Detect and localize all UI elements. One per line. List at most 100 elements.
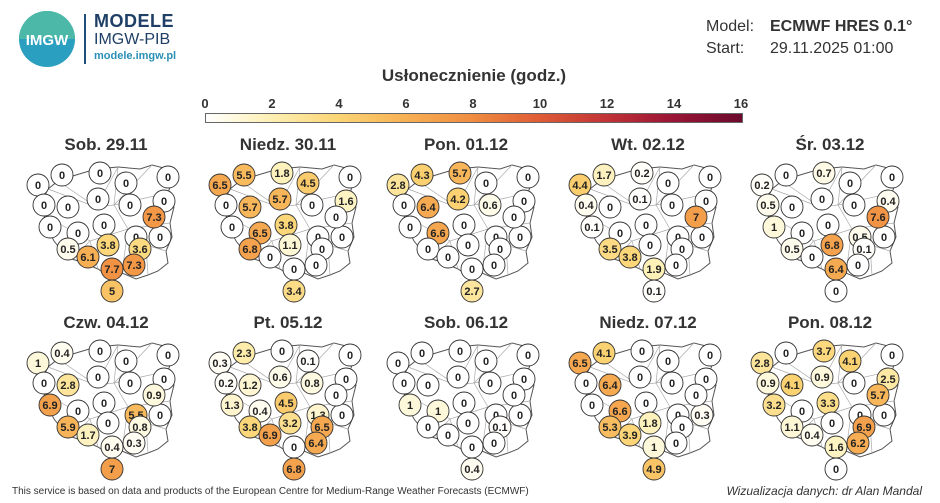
station-value: 0.2 [754,180,769,192]
station-circle [684,205,708,229]
station-value: 6.1 [80,252,95,264]
station-circle [392,371,416,395]
station-marker: 3.8 [238,415,262,439]
station-value: 6.6 [612,406,627,418]
station-marker: 1.7 [76,423,100,447]
station-circle [478,193,502,217]
station-marker: 6.4 [416,195,440,219]
station-marker: 0 [156,165,180,189]
station-circle [282,279,306,303]
station-circle [268,365,292,389]
station-marker: 1.7 [592,163,616,187]
station-circle [628,187,652,211]
station-value: 0 [315,232,321,244]
station-value: 0 [343,374,349,386]
station-marker: 0 [258,245,282,269]
station-marker: 0 [26,173,50,197]
station-value: 0 [679,422,685,434]
station-value: 0 [703,374,709,386]
station-circle [56,195,80,219]
model-info: Model: ECMWF HRES 0.1° Start: 29.11.2025 0… [706,16,912,60]
station-circle [618,245,642,269]
station-marker: 0 [774,163,798,187]
station-circle [118,371,142,395]
station-marker: 0 [448,339,472,363]
station-marker: 0 [824,279,848,303]
station-circle [258,423,282,447]
station-marker: 3.8 [96,233,120,257]
station-value: 0 [127,200,133,212]
station-circle [780,415,804,439]
poland-map: 10.4 00 00 2.80 0 06.9 005.55.9 0 0.81.70.4 0.370… [26,339,180,481]
station-circle [810,187,834,211]
poland-map: 2.80 3.74.1 00.9 4.10.9 0 2.53.2 03.301.1 0 6.90… [750,339,904,481]
station-marker: 0 [452,213,476,237]
station-marker: 0 [656,349,680,373]
station-marker: 0 [220,215,244,239]
brand-url[interactable]: modele.imgw.pl [94,50,177,62]
station-value: 0 [511,390,517,402]
panel-date-title: Pon. 01.12 [423,135,509,154]
station-value: 0 [669,378,675,390]
station-value: 4.1 [842,356,857,368]
station-marker: 0 [516,165,540,189]
station-circle [338,343,362,367]
station-value: 0 [607,202,613,214]
station-marker: 0 [664,431,688,455]
station-circle [880,165,904,189]
station-value: 3.8 [242,422,257,434]
station-value: 3.2 [766,400,781,412]
station-circle [664,431,688,455]
station-marker: 0 [502,205,526,229]
station-value: 0.9 [814,372,829,384]
station-value: 0.4 [578,200,594,212]
station-value: 1 [435,406,441,418]
station-marker: 0 [474,349,498,373]
station-value: 1 [35,358,41,370]
station-circle [838,171,862,195]
station-value: 0 [517,410,523,422]
station-marker: 0 [598,195,622,219]
brand-title: MODELE [94,11,175,31]
station-marker: 0.2 [214,371,238,395]
station-marker: 1 [398,393,422,417]
panel-date-title: Niedz. 30.11 [239,135,337,154]
station-value: 0 [127,378,133,390]
station-value: 0 [799,228,805,240]
station-value: 0 [465,418,471,430]
station-value: 1 [771,222,777,234]
station-value: 0 [833,464,839,476]
logo-text: IMGW [26,32,69,49]
station-circle [278,411,302,435]
station-value: 0 [123,178,129,190]
station-value: 1.8 [642,418,657,430]
station-value: 0 [407,222,413,234]
station-circle [592,341,616,365]
station-value: 0 [279,346,285,358]
station-value: 3.3 [820,398,835,410]
logo-separator [84,14,86,64]
station-value: 0 [825,220,831,232]
station-circle [482,431,506,455]
station-marker: 5.7 [238,195,262,219]
station-value: 0 [457,346,463,358]
imgw-logo: IMGW [19,11,75,67]
station-value: 2.7 [464,286,479,298]
model-label: Model: [706,18,755,35]
station-value: 6.5 [212,180,227,192]
station-marker: 0 [800,245,824,269]
station-value: 0 [517,232,523,244]
station-value: 0 [461,220,467,232]
station-marker: 0 [452,391,476,415]
station-value: 0 [445,430,451,442]
station-value: 0 [425,422,431,434]
station-marker: 6.2 [846,431,870,455]
station-value: 0 [693,390,699,402]
station-value: 0 [493,232,499,244]
legend-tick: 0 [201,96,209,111]
station-value: 0 [783,170,789,182]
station-circle [478,371,502,395]
station-value: 0.1 [584,222,599,234]
